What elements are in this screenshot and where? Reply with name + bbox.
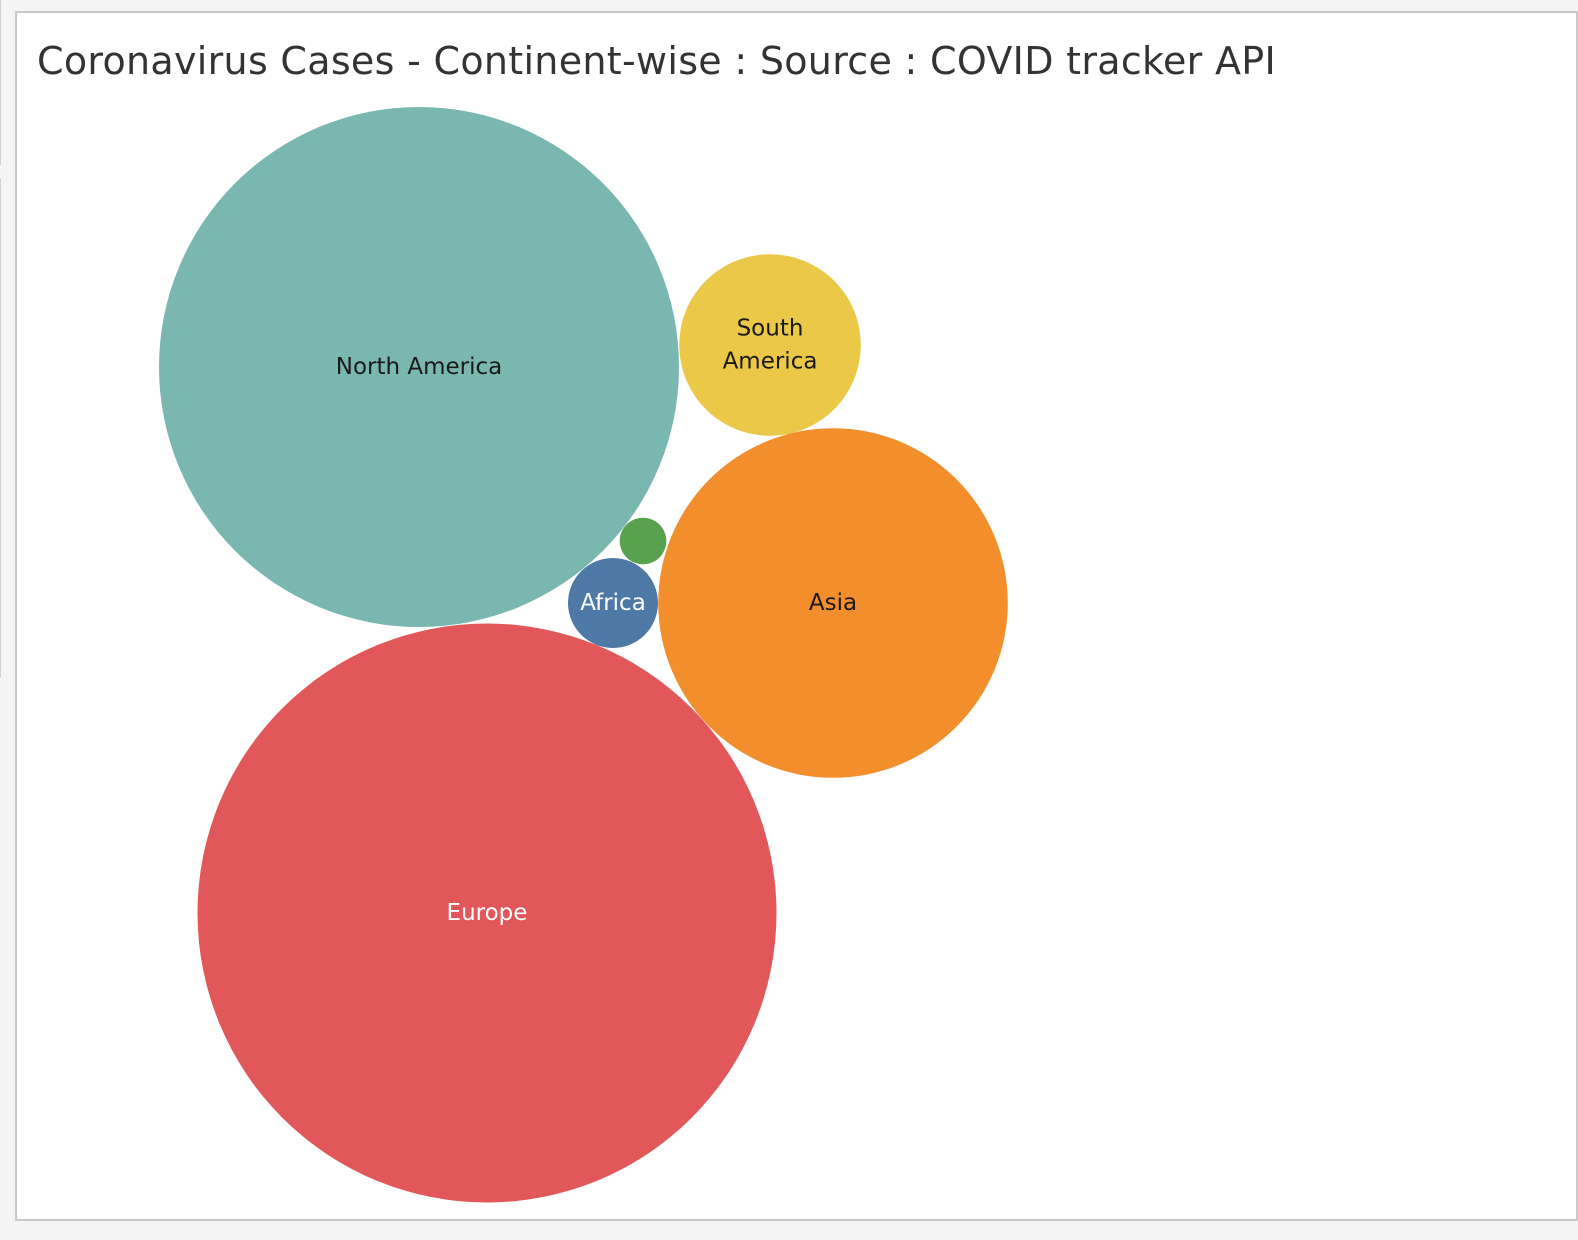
bubble-circle-south-america[interactable]: [679, 254, 861, 436]
bubble-circle-europe[interactable]: [197, 623, 777, 1203]
bubble-unlabeled[interactable]: [619, 517, 667, 565]
bubble-label-africa: Africa: [580, 590, 646, 616]
bubble-south-america[interactable]: South America: [679, 254, 861, 436]
chart-panel: Coronavirus Cases - Continent-wise : Sou…: [15, 11, 1578, 1221]
bubble-label-north-america: North America: [336, 354, 503, 380]
bubble-circle-africa[interactable]: [568, 558, 658, 648]
bubble-label-europe: Europe: [447, 900, 528, 926]
bubble-africa[interactable]: Africa: [568, 558, 658, 648]
bubble-circle-unlabeled[interactable]: [619, 517, 667, 565]
bubble-north-america[interactable]: North America: [159, 107, 679, 627]
left-strip-top: [0, 0, 1, 165]
left-strip-bottom: [0, 178, 1, 678]
bubble-label-asia: Asia: [809, 590, 857, 616]
bubble-chart: North America Europe Asia South America Afric…: [159, 107, 1008, 1203]
bubble-asia[interactable]: Asia: [658, 428, 1008, 778]
bubble-label-south-america: South: [737, 316, 804, 342]
bubble-circle-north-america[interactable]: [159, 107, 679, 627]
bubble-europe[interactable]: Europe: [197, 623, 777, 1203]
bubble-label-south-america: America: [723, 349, 818, 375]
chart-title: Coronavirus Cases - Continent-wise : Sou…: [37, 39, 1276, 83]
bubble-circle-asia[interactable]: [658, 428, 1008, 778]
